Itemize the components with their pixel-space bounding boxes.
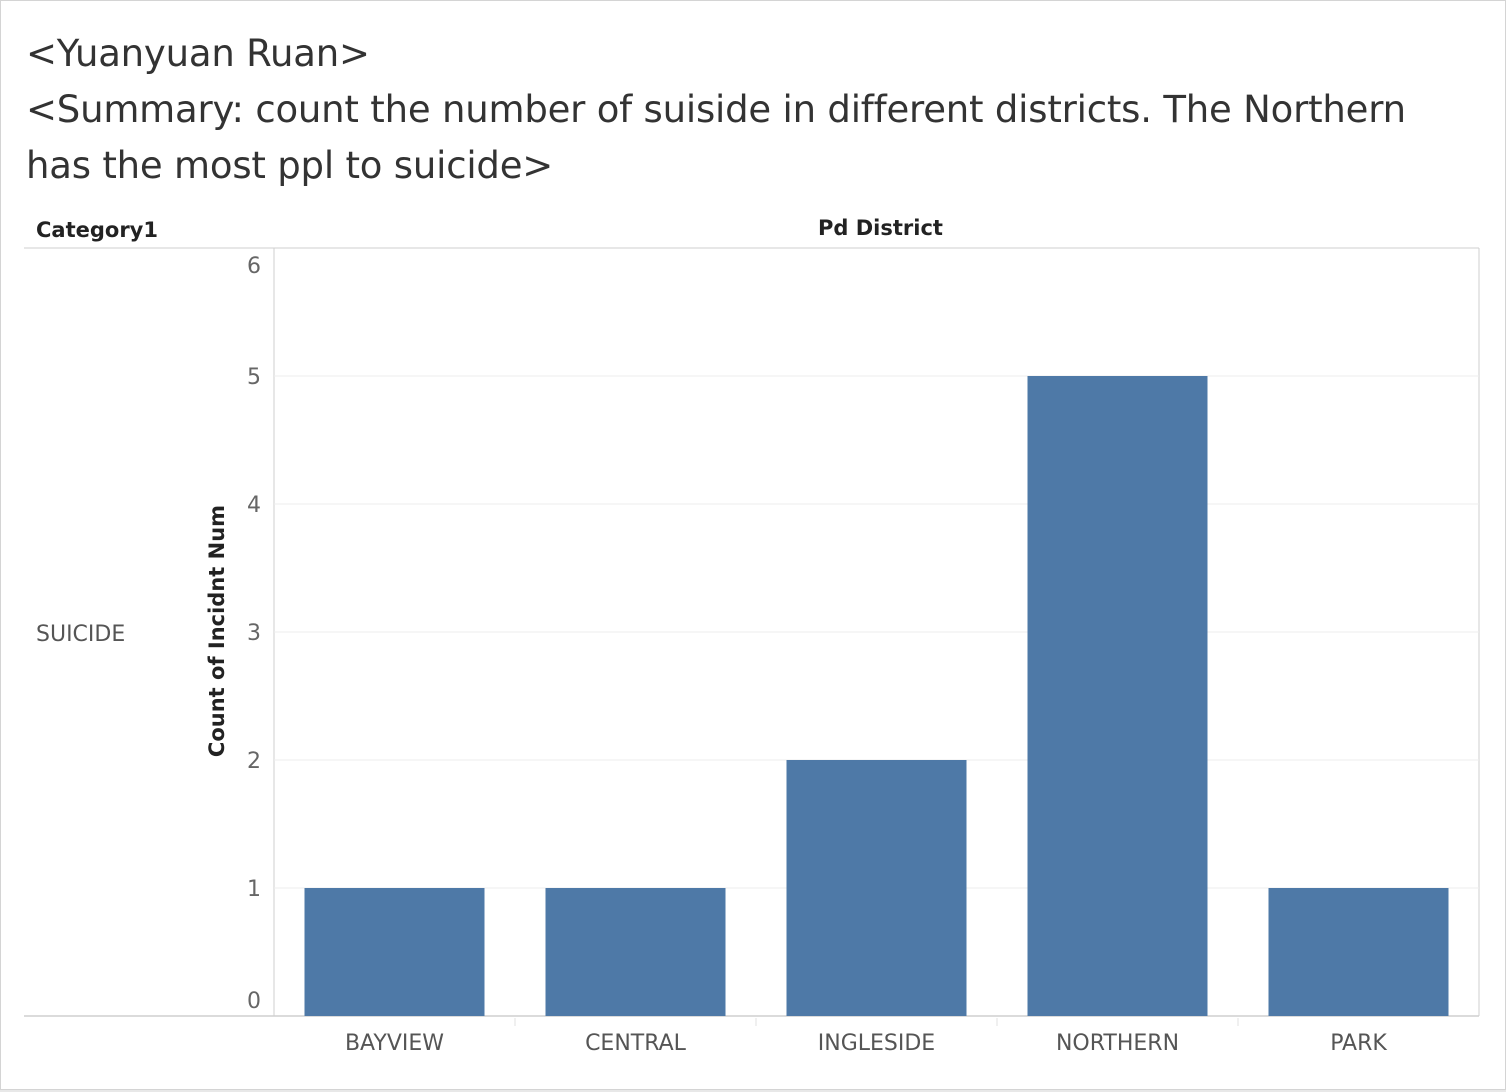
x-tick-label: NORTHERN bbox=[1056, 1031, 1179, 1056]
title-line-summary-cont: has the most ppl to suicide> bbox=[26, 144, 554, 187]
bottom-strip bbox=[0, 1090, 1506, 1092]
y-tick-label: 1 bbox=[247, 877, 261, 902]
bar-central[interactable] bbox=[545, 888, 726, 1016]
x-tick-label: BAYVIEW bbox=[345, 1031, 444, 1056]
row-label-suicide: SUICIDE bbox=[36, 622, 125, 647]
y-tick-label: 4 bbox=[247, 493, 261, 518]
y-tick-label: 3 bbox=[247, 621, 261, 646]
title-line-author: <Yuanyuan Ruan> bbox=[26, 32, 370, 75]
y-tick-label: 0 bbox=[247, 989, 261, 1014]
bar-ingleside[interactable] bbox=[786, 760, 967, 1016]
grid-lines bbox=[24, 247, 1480, 1017]
bar-northern[interactable] bbox=[1027, 376, 1208, 1016]
y-axis-ticks: 0 1 2 3 4 5 6 bbox=[247, 254, 261, 1014]
row-header-category1: Category1 bbox=[36, 218, 158, 242]
bar-park[interactable] bbox=[1268, 888, 1449, 1016]
y-tick-label: 2 bbox=[247, 749, 261, 774]
bars bbox=[304, 376, 1449, 1016]
title-line-summary: <Summary: count the number of suiside in… bbox=[26, 88, 1406, 131]
y-axis-label: Count of Incidnt Num bbox=[205, 505, 229, 757]
column-header-pd-district: Pd District bbox=[818, 216, 943, 240]
y-tick-label: 5 bbox=[247, 365, 261, 390]
chart-title: <Yuanyuan Ruan> <Summary: count the numb… bbox=[26, 26, 1476, 194]
x-tick-label: CENTRAL bbox=[585, 1031, 687, 1056]
bar-bayview[interactable] bbox=[304, 888, 485, 1016]
x-tick-label: INGLESIDE bbox=[818, 1031, 935, 1056]
x-axis-ticks: BAYVIEW CENTRAL INGLESIDE NORTHERN PARK bbox=[345, 1018, 1387, 1056]
y-tick-label: 6 bbox=[247, 254, 261, 279]
x-tick-label: PARK bbox=[1330, 1031, 1387, 1056]
